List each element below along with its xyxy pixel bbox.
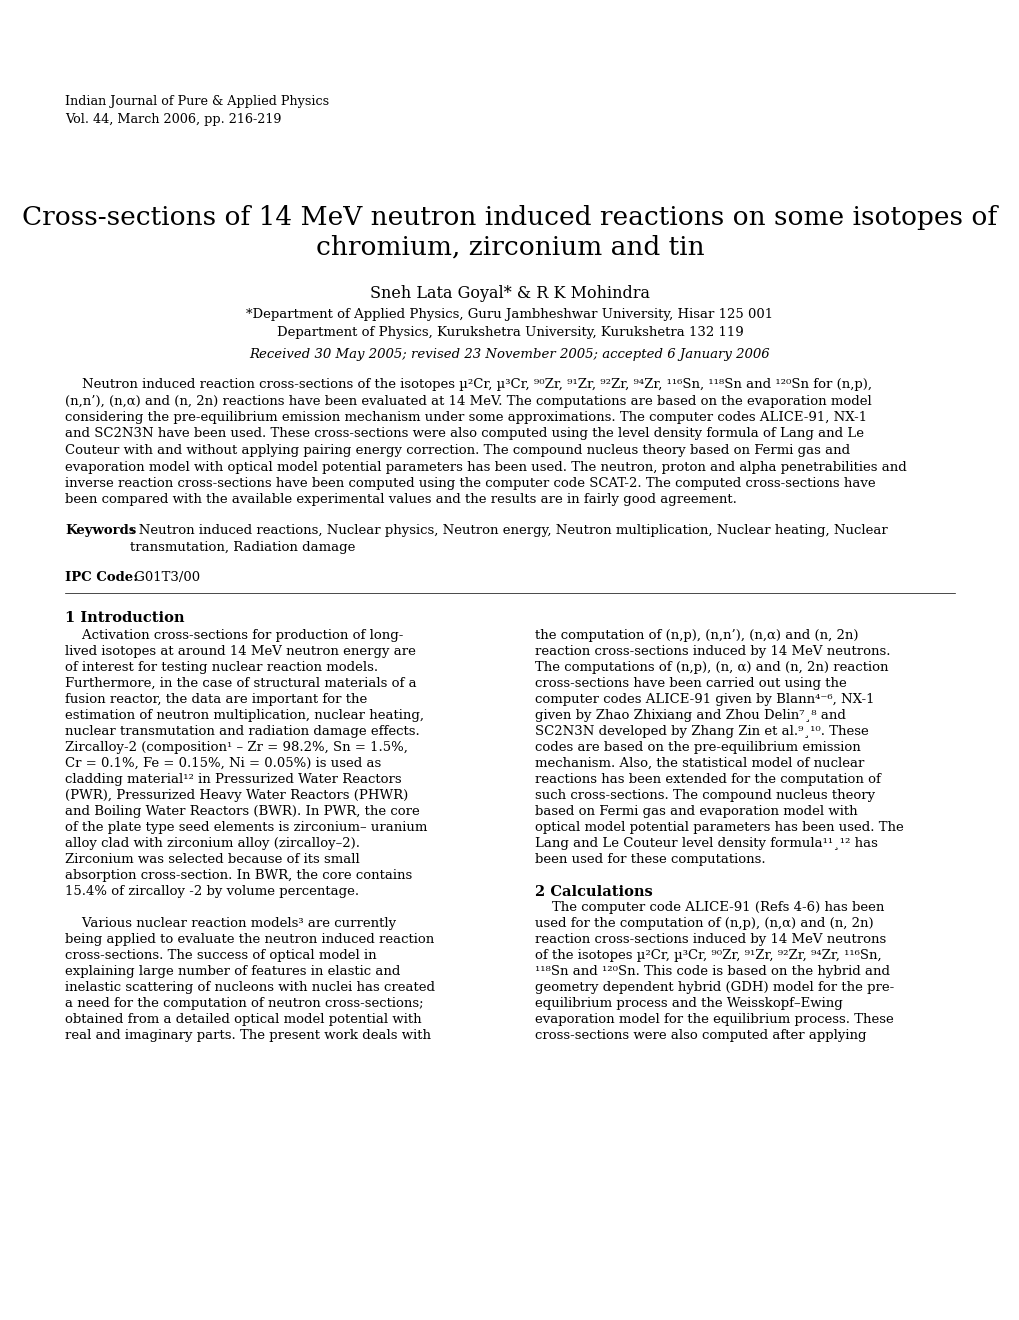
Text: Neutron induced reaction cross-sections of the isotopes µ²Cr, µ³Cr, ⁹⁰Zr, ⁹¹Zr, : Neutron induced reaction cross-sections …	[65, 378, 871, 391]
Text: 1 Introduction: 1 Introduction	[65, 611, 184, 624]
Text: estimation of neutron multiplication, nuclear heating,: estimation of neutron multiplication, nu…	[65, 709, 424, 722]
Text: reaction cross-sections induced by 14 MeV neutrons.: reaction cross-sections induced by 14 Me…	[535, 645, 890, 657]
Text: The computer code ALICE-91 (Refs 4-6) has been: The computer code ALICE-91 (Refs 4-6) ha…	[535, 902, 883, 913]
Text: G01T3/00: G01T3/00	[129, 572, 200, 583]
Text: of interest for testing nuclear reaction models.: of interest for testing nuclear reaction…	[65, 661, 378, 675]
Text: optical model potential parameters has been used. The: optical model potential parameters has b…	[535, 821, 903, 834]
Text: Keywords: Keywords	[65, 524, 137, 537]
Text: inelastic scattering of nucleons with nuclei has created: inelastic scattering of nucleons with nu…	[65, 981, 434, 994]
Text: Indian Journal of Pure & Applied Physics: Indian Journal of Pure & Applied Physics	[65, 95, 329, 108]
Text: and SC2N3N have been used. These cross-sections were also computed using the lev: and SC2N3N have been used. These cross-s…	[65, 428, 863, 441]
Text: Various nuclear reaction models³ are currently: Various nuclear reaction models³ are cur…	[65, 917, 395, 931]
Text: Furthermore, in the case of structural materials of a: Furthermore, in the case of structural m…	[65, 677, 416, 690]
Text: : Neutron induced reactions, Nuclear physics, Neutron energy, Neutron multiplica: : Neutron induced reactions, Nuclear phy…	[129, 524, 887, 537]
Text: Lang and Le Couteur level density formula¹¹¸¹² has: Lang and Le Couteur level density formul…	[535, 837, 877, 850]
Text: SC2N3N developed by Zhang Zin et al.⁹¸¹⁰. These: SC2N3N developed by Zhang Zin et al.⁹¸¹⁰…	[535, 725, 868, 738]
Text: given by Zhao Zhixiang and Zhou Delin⁷¸⁸ and: given by Zhao Zhixiang and Zhou Delin⁷¸⁸…	[535, 709, 845, 722]
Text: reaction cross-sections induced by 14 MeV neutrons: reaction cross-sections induced by 14 Me…	[535, 933, 886, 946]
Text: ¹¹⁸Sn and ¹²⁰Sn. This code is based on the hybrid and: ¹¹⁸Sn and ¹²⁰Sn. This code is based on t…	[535, 965, 890, 978]
Text: considering the pre-equilibrium emission mechanism under some approximations. Th: considering the pre-equilibrium emission…	[65, 411, 866, 424]
Text: (n,n’), (n,α) and (n, 2n) reactions have been evaluated at 14 MeV. The computati: (n,n’), (n,α) and (n, 2n) reactions have…	[65, 395, 871, 408]
Text: Couteur with and without applying pairing energy correction. The compound nucleu: Couteur with and without applying pairin…	[65, 444, 849, 457]
Text: Sneh Lata Goyal* & R K Mohindra: Sneh Lata Goyal* & R K Mohindra	[370, 285, 649, 302]
Text: the computation of (n,p), (n,n’), (n,α) and (n, 2n): the computation of (n,p), (n,n’), (n,α) …	[535, 630, 858, 642]
Text: fusion reactor, the data are important for the: fusion reactor, the data are important f…	[65, 693, 367, 706]
Text: The computations of (n,p), (n, α) and (n, 2n) reaction: The computations of (n,p), (n, α) and (n…	[535, 661, 888, 675]
Text: computer codes ALICE-91 given by Blann⁴⁻⁶, NX-1: computer codes ALICE-91 given by Blann⁴⁻…	[535, 693, 873, 706]
Text: explaining large number of features in elastic and: explaining large number of features in e…	[65, 965, 400, 978]
Text: chromium, zirconium and tin: chromium, zirconium and tin	[315, 235, 704, 260]
Text: mechanism. Also, the statistical model of nuclear: mechanism. Also, the statistical model o…	[535, 756, 863, 770]
Text: and Boiling Water Reactors (BWR). In PWR, the core: and Boiling Water Reactors (BWR). In PWR…	[65, 805, 420, 818]
Text: Department of Physics, Kurukshetra University, Kurukshetra 132 119: Department of Physics, Kurukshetra Unive…	[276, 326, 743, 339]
Text: reactions has been extended for the computation of: reactions has been extended for the comp…	[535, 774, 880, 785]
Text: Vol. 44, March 2006, pp. 216-219: Vol. 44, March 2006, pp. 216-219	[65, 114, 281, 125]
Text: cross-sections have been carried out using the: cross-sections have been carried out usi…	[535, 677, 846, 690]
Text: Received 30 May 2005; revised 23 November 2005; accepted 6 January 2006: Received 30 May 2005; revised 23 Novembe…	[250, 348, 769, 360]
Text: been used for these computations.: been used for these computations.	[535, 853, 765, 866]
Text: IPC Code:: IPC Code:	[65, 572, 138, 583]
Text: being applied to evaluate the neutron induced reaction: being applied to evaluate the neutron in…	[65, 933, 434, 946]
Text: evaporation model for the equilibrium process. These: evaporation model for the equilibrium pr…	[535, 1012, 893, 1026]
Text: evaporation model with optical model potential parameters has been used. The neu: evaporation model with optical model pot…	[65, 461, 906, 474]
Text: inverse reaction cross-sections have been computed using the computer code SCAT-: inverse reaction cross-sections have bee…	[65, 477, 874, 490]
Text: of the isotopes µ²Cr, µ³Cr, ⁹⁰Zr, ⁹¹Zr, ⁹²Zr, ⁹⁴Zr, ¹¹⁶Sn,: of the isotopes µ²Cr, µ³Cr, ⁹⁰Zr, ⁹¹Zr, …	[535, 949, 880, 962]
Text: Cr = 0.1%, Fe = 0.15%, Ni = 0.05%) is used as: Cr = 0.1%, Fe = 0.15%, Ni = 0.05%) is us…	[65, 756, 381, 770]
Text: cross-sections. The success of optical model in: cross-sections. The success of optical m…	[65, 949, 376, 962]
Text: cross-sections were also computed after applying: cross-sections were also computed after …	[535, 1030, 866, 1041]
Text: 2 Calculations: 2 Calculations	[535, 884, 652, 899]
Text: Activation cross-sections for production of long-: Activation cross-sections for production…	[65, 630, 403, 642]
Text: lived isotopes at around 14 MeV neutron energy are: lived isotopes at around 14 MeV neutron …	[65, 645, 416, 657]
Text: (PWR), Pressurized Heavy Water Reactors (PHWR): (PWR), Pressurized Heavy Water Reactors …	[65, 789, 408, 803]
Text: such cross-sections. The compound nucleus theory: such cross-sections. The compound nucleu…	[535, 789, 874, 803]
Text: absorption cross-section. In BWR, the core contains: absorption cross-section. In BWR, the co…	[65, 869, 412, 882]
Text: transmutation, Radiation damage: transmutation, Radiation damage	[129, 540, 355, 553]
Text: Cross-sections of 14 MeV neutron induced reactions on some isotopes of: Cross-sections of 14 MeV neutron induced…	[22, 205, 997, 230]
Text: alloy clad with zirconium alloy (zircalloy–2).: alloy clad with zirconium alloy (zircall…	[65, 837, 360, 850]
Text: based on Fermi gas and evaporation model with: based on Fermi gas and evaporation model…	[535, 805, 857, 818]
Text: obtained from a detailed optical model potential with: obtained from a detailed optical model p…	[65, 1012, 421, 1026]
Text: *Department of Applied Physics, Guru Jambheshwar University, Hisar 125 001: *Department of Applied Physics, Guru Jam…	[247, 308, 772, 321]
Text: 15.4% of zircalloy -2 by volume percentage.: 15.4% of zircalloy -2 by volume percenta…	[65, 884, 359, 898]
Text: used for the computation of (n,p), (n,α) and (n, 2n): used for the computation of (n,p), (n,α)…	[535, 917, 872, 931]
Text: geometry dependent hybrid (GDH) model for the pre-: geometry dependent hybrid (GDH) model fo…	[535, 981, 894, 994]
Text: real and imaginary parts. The present work deals with: real and imaginary parts. The present wo…	[65, 1030, 431, 1041]
Text: nuclear transmutation and radiation damage effects.: nuclear transmutation and radiation dama…	[65, 725, 420, 738]
Text: of the plate type seed elements is zirconium– uranium: of the plate type seed elements is zirco…	[65, 821, 427, 834]
Text: Zircalloy-2 (composition¹ – Zr = 98.2%, Sn = 1.5%,: Zircalloy-2 (composition¹ – Zr = 98.2%, …	[65, 741, 408, 754]
Text: equilibrium process and the Weisskopf–Ewing: equilibrium process and the Weisskopf–Ew…	[535, 997, 842, 1010]
Text: been compared with the available experimental values and the results are in fair: been compared with the available experim…	[65, 494, 736, 507]
Text: cladding material¹² in Pressurized Water Reactors: cladding material¹² in Pressurized Water…	[65, 774, 401, 785]
Text: a need for the computation of neutron cross-sections;: a need for the computation of neutron cr…	[65, 997, 423, 1010]
Text: codes are based on the pre-equilibrium emission: codes are based on the pre-equilibrium e…	[535, 741, 860, 754]
Text: Zirconium was selected because of its small: Zirconium was selected because of its sm…	[65, 853, 360, 866]
